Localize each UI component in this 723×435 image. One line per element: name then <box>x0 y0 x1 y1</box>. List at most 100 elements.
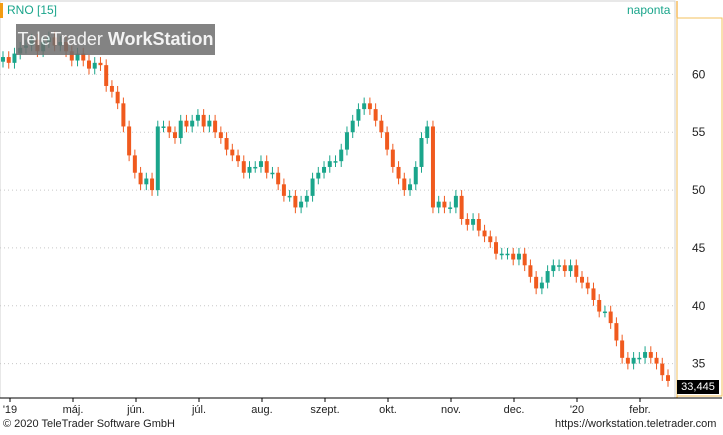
y-tick-label: 55 <box>692 125 706 139</box>
candle-body <box>207 120 212 127</box>
candle-body <box>287 195 292 198</box>
x-tick-label: febr. <box>629 404 650 416</box>
candle-body <box>413 166 418 185</box>
candle-body <box>568 265 573 272</box>
x-axis: '19 máj. jún. júl. aug. szept. okt. nov. dec. '20… <box>3 398 651 416</box>
candle-body <box>276 172 281 185</box>
candle-body <box>448 207 453 209</box>
candle-body <box>195 114 200 121</box>
candle-body <box>230 149 235 156</box>
candle-body <box>499 253 504 256</box>
watermark-logo: TeleTrader WorkStation <box>16 24 215 55</box>
y-axis: 35 40 45 50 55 60 <box>692 67 706 370</box>
candle-body <box>580 276 585 283</box>
candle-body <box>178 120 183 139</box>
candle-body <box>385 132 390 150</box>
candle-body <box>161 126 166 128</box>
x-tick-label: '20 <box>570 404 584 416</box>
candle-body <box>293 195 298 208</box>
candle-body <box>127 126 132 156</box>
x-tick-label: '19 <box>3 404 17 416</box>
candle-body <box>333 161 338 163</box>
candle-body <box>155 126 160 191</box>
candle-body <box>488 236 493 243</box>
candle-body <box>310 178 315 196</box>
candle-body <box>172 132 177 139</box>
candle-body <box>494 242 499 254</box>
candle-body <box>551 265 556 272</box>
candle-body <box>98 62 103 66</box>
candle-body <box>390 149 395 167</box>
candle-body <box>453 195 458 208</box>
candle-body <box>648 352 653 358</box>
candles <box>1 31 670 387</box>
candle-body <box>327 161 332 167</box>
period-label[interactable]: naponta <box>627 3 671 17</box>
candle-body <box>167 126 172 133</box>
candle-body <box>666 375 670 381</box>
symbol-label[interactable]: RNO [15] <box>7 3 58 17</box>
candle-body <box>81 53 86 61</box>
candle-body <box>471 219 476 225</box>
candle-body <box>482 230 487 237</box>
candle-body <box>316 172 321 179</box>
copyright-text: © 2020 TeleTrader Software GmbH <box>3 418 175 430</box>
candle-body <box>511 253 516 260</box>
candle-body <box>539 282 544 289</box>
x-tick-label: okt. <box>379 404 397 416</box>
candle-body <box>660 363 665 376</box>
watermark-brand: TeleTrader <box>17 29 103 49</box>
x-tick-label: aug. <box>251 404 272 416</box>
y-tick-label: 50 <box>692 183 706 197</box>
candle-body <box>654 357 659 364</box>
candle-body <box>602 311 607 314</box>
candle-body <box>224 138 229 150</box>
candle-body <box>442 201 447 208</box>
candle-body <box>505 253 510 256</box>
candle-body <box>213 120 218 133</box>
candle-body <box>264 161 269 173</box>
candle-body <box>75 53 80 61</box>
candle-body <box>436 201 441 208</box>
x-tick-label: jún. <box>126 404 145 416</box>
candle-body <box>585 282 590 289</box>
candle-body <box>643 352 648 358</box>
candle-body <box>476 219 481 231</box>
candle-body <box>620 340 625 358</box>
candle-body <box>253 166 258 169</box>
x-tick-label: szept. <box>310 404 339 416</box>
candle-body <box>534 276 539 289</box>
candle-body <box>356 109 361 121</box>
candle-body <box>344 132 349 150</box>
candle-body <box>625 357 630 364</box>
candle-body <box>247 166 252 173</box>
candle-body <box>545 271 550 283</box>
candle-body <box>115 91 120 104</box>
candle-body <box>1 57 5 62</box>
candle-body <box>574 265 579 277</box>
candle-body <box>201 114 206 127</box>
candle-body <box>350 120 355 133</box>
candle-body <box>637 357 642 360</box>
candle-body <box>236 155 241 162</box>
candle-body <box>299 201 304 208</box>
candle-body <box>522 253 527 266</box>
candle-body <box>92 62 97 69</box>
candle-body <box>339 149 344 162</box>
x-tick-label: júl. <box>191 404 206 416</box>
candle-body <box>121 103 126 127</box>
last-price-badge: 33,445 <box>677 380 719 394</box>
candle-body <box>218 132 223 139</box>
y-tick-label: 45 <box>692 241 706 255</box>
candle-body <box>614 323 619 341</box>
candle-body <box>597 299 602 312</box>
candle-body <box>591 288 596 300</box>
candle-body <box>402 178 407 191</box>
y-tick-label: 40 <box>692 299 706 313</box>
footer-url[interactable]: https://workstation.teletrader.com <box>555 418 717 430</box>
candle-body <box>304 195 309 202</box>
candle-body <box>631 357 636 364</box>
candle-body <box>150 178 155 191</box>
watermark-product: WorkStation <box>107 29 214 49</box>
